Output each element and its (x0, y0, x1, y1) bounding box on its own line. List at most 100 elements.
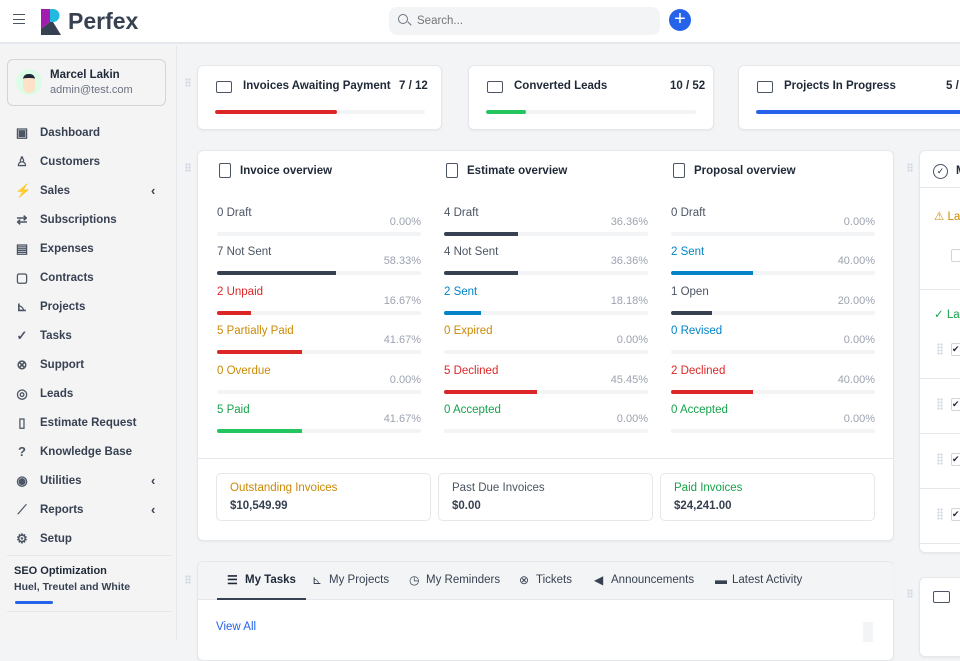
sidebar-item-contracts[interactable]: ▢ Contracts (0, 267, 177, 296)
sidebar-item-leads[interactable]: ◎ Leads (0, 383, 177, 412)
menu-icon[interactable] (13, 14, 25, 24)
row-percent: 41.67% (383, 413, 421, 425)
drag-handle[interactable] (937, 343, 943, 355)
overview-row[interactable]: 1 Open 20.00% (671, 286, 875, 316)
todo-checkbox-checked[interactable]: ✔ (951, 398, 960, 411)
overview-row[interactable]: 0 Revised 0.00% (671, 325, 875, 355)
question-icon: ? (18, 444, 26, 459)
drag-handle[interactable] (937, 398, 943, 410)
stat-value: 10 / 52 (670, 80, 706, 92)
overview-row[interactable]: 0 Overdue 0.00% (217, 365, 421, 395)
row-progress (217, 429, 421, 433)
overview-row[interactable]: 0 Accepted 0.00% (444, 404, 648, 434)
row-progress (671, 310, 875, 315)
row-label: 4 Not Sent (444, 246, 499, 259)
todo-checkbox-checked[interactable]: ✔ (951, 453, 960, 466)
overview-row[interactable]: 0 Draft 0.00% (217, 207, 421, 237)
heading-text: La (947, 211, 960, 223)
stat-value: 5 / (946, 80, 959, 92)
search-input[interactable] (417, 7, 571, 35)
overview-row[interactable]: 5 Declined 45.45% (444, 365, 648, 395)
drag-handle[interactable] (907, 163, 913, 172)
search-box[interactable] (389, 7, 660, 35)
user-name: Marcel Lakin (50, 69, 120, 81)
tab-label: Tickets (536, 574, 572, 586)
tab-my-projects[interactable]: ⊾ My Projects (312, 562, 389, 600)
chevron-left-icon[interactable]: ‹ (151, 502, 156, 517)
sidebar-item-label: Utilities (40, 475, 82, 487)
tab-latest-activity[interactable]: ▬ Latest Activity (715, 562, 802, 600)
row-progress (217, 310, 421, 315)
overview-title-text: Invoice overview (240, 165, 333, 177)
overview-row[interactable]: 5 Partially Paid 41.67% (217, 325, 421, 355)
overview-row[interactable]: 2 Unpaid 16.67% (217, 286, 421, 316)
divider (920, 488, 960, 489)
sidebar-item-knowledge-base[interactable]: ? Knowledge Base (0, 441, 177, 470)
tab-tickets[interactable]: ⊗ Tickets (519, 562, 572, 600)
overview-row[interactable]: 0 Accepted 0.00% (671, 404, 875, 434)
overview-row[interactable]: 2 Sent 40.00% (671, 246, 875, 276)
sidebar-item-subscriptions[interactable]: ⇄ Subscriptions (0, 209, 177, 238)
row-label: 0 Draft (217, 207, 252, 219)
overview-row[interactable]: 4 Not Sent 36.36% (444, 246, 648, 276)
summary-box[interactable]: Past Due Invoices $0.00 (438, 473, 653, 521)
refresh-icon: ⇄ (16, 212, 28, 227)
row-label: 1 Open (671, 285, 709, 298)
row-percent: 0.00% (616, 413, 648, 425)
overview-row[interactable]: 0 Draft 0.00% (671, 207, 875, 237)
sidebar-item-dashboard[interactable]: ▣ Dashboard (0, 122, 177, 151)
view-all-link[interactable]: View All (216, 621, 257, 633)
overview-row[interactable]: 2 Declined 40.00% (671, 365, 875, 395)
drag-handle[interactable] (185, 78, 191, 87)
stat-card[interactable]: Projects In Progress 5 / (738, 65, 960, 130)
task-list-icon: ☰ (227, 573, 238, 587)
sidebar-item-support[interactable]: ⊗ Support (0, 354, 177, 383)
stat-progress-fill (215, 110, 338, 114)
todo-checkbox-checked[interactable]: ✔ (951, 508, 960, 521)
stat-card[interactable]: Invoices Awaiting Payment 7 / 12 (197, 65, 442, 130)
overview-row[interactable]: 2 Sent 18.18% (444, 286, 648, 316)
divider (920, 378, 960, 379)
sidebar-item-estimate-request[interactable]: ▯ Estimate Request (0, 412, 177, 441)
overview-row[interactable]: 4 Draft 36.36% (444, 207, 648, 237)
row-label: 4 Draft (444, 207, 479, 219)
add-new-button[interactable]: + (669, 9, 691, 31)
summary-box[interactable]: Paid Invoices $24,241.00 (660, 473, 875, 521)
row-label: 0 Accepted (671, 404, 728, 416)
tab-announcements[interactable]: ◀ Announcements (594, 562, 694, 600)
sidebar-item-tasks[interactable]: ✓ Tasks (0, 325, 177, 354)
drag-handle[interactable] (185, 575, 191, 584)
sidebar-item-customers[interactable]: ♙ Customers (0, 151, 177, 180)
row-progress (671, 350, 875, 355)
drag-handle[interactable] (185, 163, 191, 172)
tab-my-tasks[interactable]: ☰ My Tasks (217, 562, 306, 600)
sidebar-project[interactable]: SEO Optimization Huel, Treutel and White (7, 555, 171, 612)
lifebuoy-icon: ⊗ (16, 357, 28, 372)
sidebar-item-label: Subscriptions (40, 214, 117, 226)
row-progress-fill (671, 271, 753, 276)
overview-row[interactable]: 7 Not Sent 58.33% (217, 246, 421, 276)
sidebar-item-sales[interactable]: ⚡ Sales ‹ (0, 180, 177, 209)
stat-card[interactable]: Converted Leads 10 / 52 (468, 65, 714, 130)
chevron-left-icon[interactable]: ‹ (151, 183, 156, 198)
user-profile[interactable]: Marcel Lakin admin@test.com (7, 59, 166, 106)
radio-icon: ◉ (16, 473, 28, 488)
target-icon: ◎ (16, 386, 28, 401)
todo-checkbox[interactable] (951, 249, 960, 262)
scrollbar[interactable] (863, 622, 873, 642)
summary-box[interactable]: Outstanding Invoices $10,549.99 (216, 473, 431, 521)
drag-handle[interactable] (937, 453, 943, 465)
drag-handle[interactable] (937, 508, 943, 520)
sidebar-item-expenses[interactable]: ▤ Expenses (0, 238, 177, 267)
todo-checkbox-checked[interactable]: ✔ (951, 343, 960, 356)
chevron-left-icon[interactable]: ‹ (151, 473, 156, 488)
overview-row[interactable]: 5 Paid 41.67% (217, 404, 421, 434)
overview-row[interactable]: 0 Expired 0.00% (444, 325, 648, 355)
tab-my-reminders[interactable]: ◷ My Reminders (409, 562, 500, 600)
drag-handle[interactable] (907, 589, 913, 598)
sidebar-item-utilities[interactable]: ◉ Utilities ‹ (0, 470, 177, 499)
sidebar-item-reports[interactable]: ⟋ Reports ‹ (0, 499, 177, 528)
sidebar-item-setup[interactable]: ⚙ Setup (0, 528, 177, 557)
divider (920, 543, 960, 544)
sidebar-item-projects[interactable]: ⊾ Projects (0, 296, 177, 325)
